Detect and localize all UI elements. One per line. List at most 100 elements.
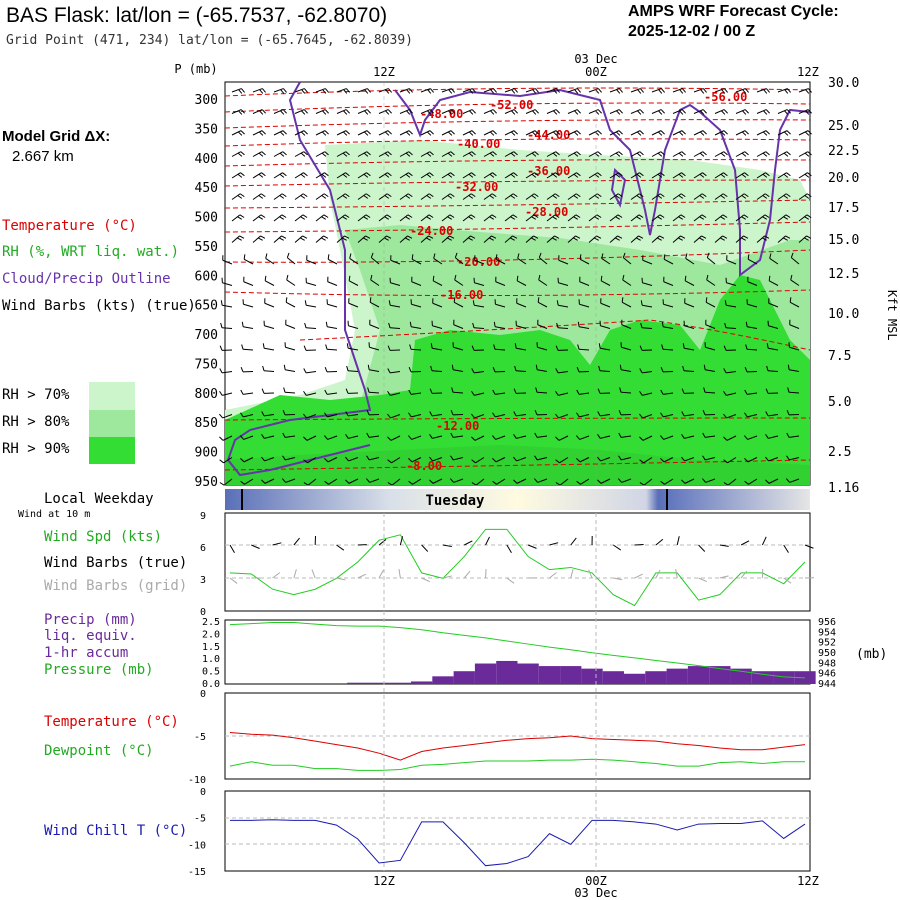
wind-barb xyxy=(681,456,695,462)
wind-barb xyxy=(263,320,275,329)
height-tick: 7.5 xyxy=(828,349,851,364)
wind-barb xyxy=(672,88,686,94)
wind-barb xyxy=(294,88,308,94)
wind-barb xyxy=(347,320,359,329)
wind-barb xyxy=(579,276,590,286)
wind-barb xyxy=(399,214,413,222)
wind-barb xyxy=(324,412,338,418)
wind-barb xyxy=(409,344,422,351)
isotherm-label: -36.00 xyxy=(527,164,570,178)
page-title: BAS Flask: lat/lon = (-65.7537, -62.8070… xyxy=(6,4,388,27)
isotherm-label: -40.00 xyxy=(457,137,500,151)
wind-barb xyxy=(723,368,737,374)
wind-barb xyxy=(222,255,233,265)
wind-barb-grid xyxy=(698,577,707,582)
pressure-tick: 700 xyxy=(195,328,218,343)
wind-barb xyxy=(408,412,422,418)
height-axis: 30.0 25.0 22.5 20.0 17.5 15.0 12.5 10.0 7.5 5.0 2.… xyxy=(828,76,859,496)
wind-barb xyxy=(303,345,317,351)
precip-label: Precip (mm) xyxy=(44,612,137,628)
wind-barb xyxy=(609,88,623,94)
legend-rh70-swatch xyxy=(89,382,135,410)
grid-point-subtitle: Grid Point (471, 234) lat/lon = (-65.764… xyxy=(6,33,413,48)
wind-y-tick: 0 xyxy=(200,607,206,618)
chill-y-tick: 0 xyxy=(200,787,206,798)
wind-barb xyxy=(525,193,539,200)
wind-barb xyxy=(409,321,422,329)
wind-barb xyxy=(744,367,758,373)
wind-barb xyxy=(682,343,695,351)
wind-barb xyxy=(273,130,287,136)
wind-barb-grid xyxy=(229,577,238,584)
wind-barb xyxy=(681,388,695,394)
wind-barb xyxy=(651,172,665,179)
wind-barb xyxy=(756,172,770,179)
wind-barb xyxy=(231,235,245,243)
weekday-sublabel: Wind at 10 m xyxy=(18,509,91,520)
pressure-axis: 300 350 400 450 500 550 600 650 700 750 800 850 900 9… xyxy=(195,93,218,490)
wind-barb xyxy=(420,88,434,94)
wind-barb xyxy=(714,172,728,179)
wind-barb xyxy=(786,432,800,438)
wind-barb xyxy=(557,277,569,286)
wind-barb xyxy=(639,368,653,374)
pressure-line xyxy=(229,622,806,679)
wind-barb xyxy=(387,345,401,351)
wind-barb xyxy=(777,109,791,115)
wind-barb xyxy=(672,109,686,115)
wind-barb xyxy=(345,433,359,439)
wind-barb xyxy=(609,109,623,115)
wind-barb xyxy=(588,130,602,136)
wind-barb xyxy=(240,457,254,463)
wind-barb xyxy=(399,172,413,179)
wind-barb xyxy=(534,410,548,416)
wind-barb xyxy=(714,151,728,157)
wind-barb xyxy=(261,478,275,484)
wind-barb xyxy=(388,322,401,329)
wind-barb xyxy=(588,151,602,157)
wind-barb xyxy=(744,478,758,485)
wind-barb xyxy=(231,151,245,157)
wind-barb xyxy=(744,435,758,440)
pressure-unit: (mb) xyxy=(856,647,887,662)
wind-barb xyxy=(660,478,674,485)
chill-panel-frame xyxy=(224,790,811,872)
wind-barb xyxy=(714,88,728,94)
wind-barb xyxy=(348,275,359,286)
wind-barb-true xyxy=(740,540,750,546)
wind-barb xyxy=(483,235,497,243)
wind-barb xyxy=(588,88,602,94)
wind-barb-true xyxy=(442,544,452,548)
pressure-tick: 300 xyxy=(195,93,218,108)
isotherm-label: -8.00 xyxy=(406,459,442,473)
wind-barb xyxy=(790,252,800,265)
h-axis-title: Kft MSL xyxy=(885,290,899,341)
wind-barb xyxy=(349,253,359,265)
wind-barb-grid xyxy=(655,569,661,579)
wind-barb xyxy=(483,193,497,200)
bottom-tick-12z-a: 12Z xyxy=(373,874,395,888)
wind-barb xyxy=(798,193,812,200)
wind-barb xyxy=(441,88,455,94)
wind-barb xyxy=(618,478,632,483)
wind-barb xyxy=(726,255,737,265)
weekday-label: Local Weekday xyxy=(44,491,154,507)
height-tick: 5.0 xyxy=(828,395,851,410)
wind-barb xyxy=(252,214,266,222)
wind-barb xyxy=(681,478,695,484)
wind-barb xyxy=(693,88,707,94)
wind-y-tick: 9 xyxy=(200,511,206,522)
wind-barb xyxy=(262,343,275,351)
legend-wind: Wind Barbs (kts) (true) xyxy=(2,298,196,314)
wind-barb xyxy=(790,274,800,286)
wind-barb xyxy=(525,130,539,136)
wind-barb xyxy=(513,411,527,417)
wind-barb xyxy=(567,193,581,200)
wind-barb xyxy=(285,319,296,329)
wind-barbs-true-label: Wind Barbs (true) xyxy=(44,555,188,571)
wind-barb xyxy=(261,411,275,417)
wind-barb xyxy=(577,321,590,329)
wind-barb xyxy=(294,214,308,222)
wind-barb xyxy=(408,367,422,373)
pressure-y-tick: 948 xyxy=(818,658,836,669)
